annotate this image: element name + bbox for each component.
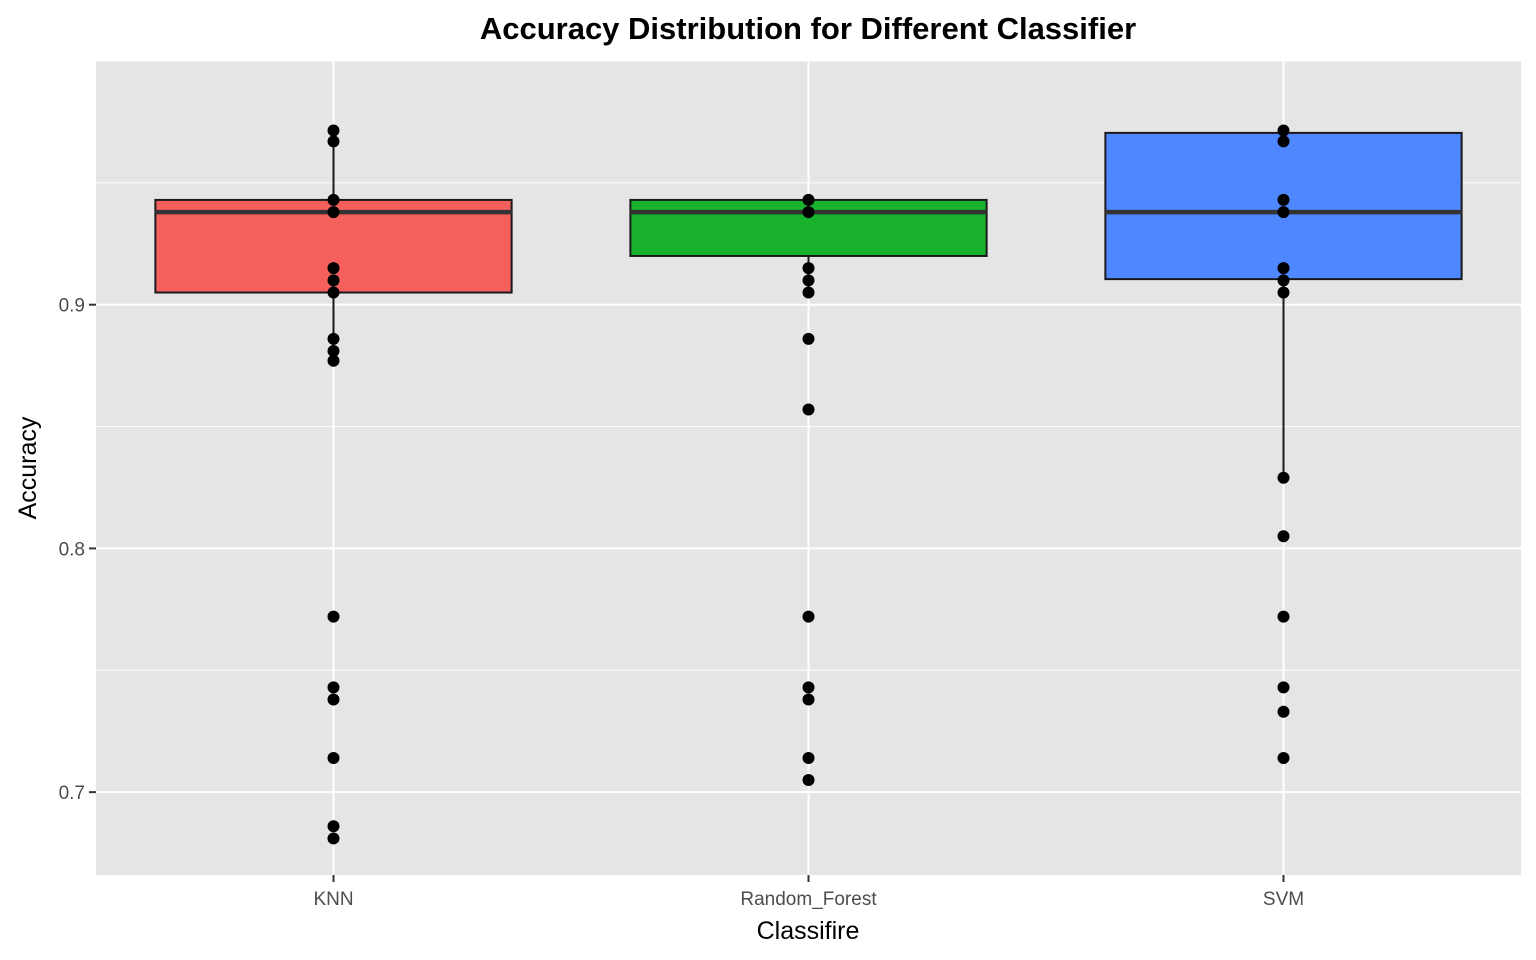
y-tick-label: 0.8 [59,539,85,560]
data-point [802,274,815,287]
x-tick-label: KNN [313,889,353,910]
data-point [327,820,340,833]
data-point [1277,135,1290,148]
data-point [327,262,340,275]
boxes [154,130,1463,478]
x-tick-label: SVM [1263,889,1304,910]
data-point [1277,752,1290,765]
data-point [802,332,815,345]
data-point [802,681,815,694]
data-point [802,403,815,416]
data-point [802,206,815,219]
data-point [327,752,340,765]
data-point [802,193,815,206]
data-point [1277,610,1290,623]
data-point [1277,193,1290,206]
data-point [1277,124,1290,137]
x-tick-label: Random_Forest [740,889,877,910]
data-point [327,345,340,358]
data-point [327,193,340,206]
data-point [1277,530,1290,543]
data-point [327,354,340,367]
data-point [802,286,815,299]
chart-title: Accuracy Distribution for Different Clas… [480,11,1136,46]
box-svm [1104,130,1463,478]
data-point [802,693,815,706]
data-point [327,832,340,845]
box-body [1104,131,1463,281]
data-point [802,752,815,765]
data-point [327,332,340,345]
data-point [327,286,340,299]
data-point [1277,286,1290,299]
axes: 0.7 0.8 0.9 KNN Random_Forest SVM [59,296,1305,910]
data-point [1277,705,1290,718]
box-body [629,198,988,257]
data-point [327,124,340,137]
data-point [1277,471,1290,484]
data-point [327,610,340,623]
data-point [1277,274,1290,287]
data-point [802,262,815,275]
data-point [802,610,815,623]
data-point [327,274,340,287]
data-point [327,135,340,148]
data-point [327,693,340,706]
data-point [802,773,815,786]
data-point [327,206,340,219]
y-tick-label: 0.7 [59,783,85,804]
data-point [327,681,340,694]
y-axis-title: Accuracy [14,416,42,519]
data-points [327,124,1290,845]
x-axis-title: Classifire [757,917,860,945]
data-point [1277,206,1290,219]
y-tick-label: 0.9 [59,296,85,317]
data-point [1277,262,1290,275]
data-point [1277,681,1290,694]
